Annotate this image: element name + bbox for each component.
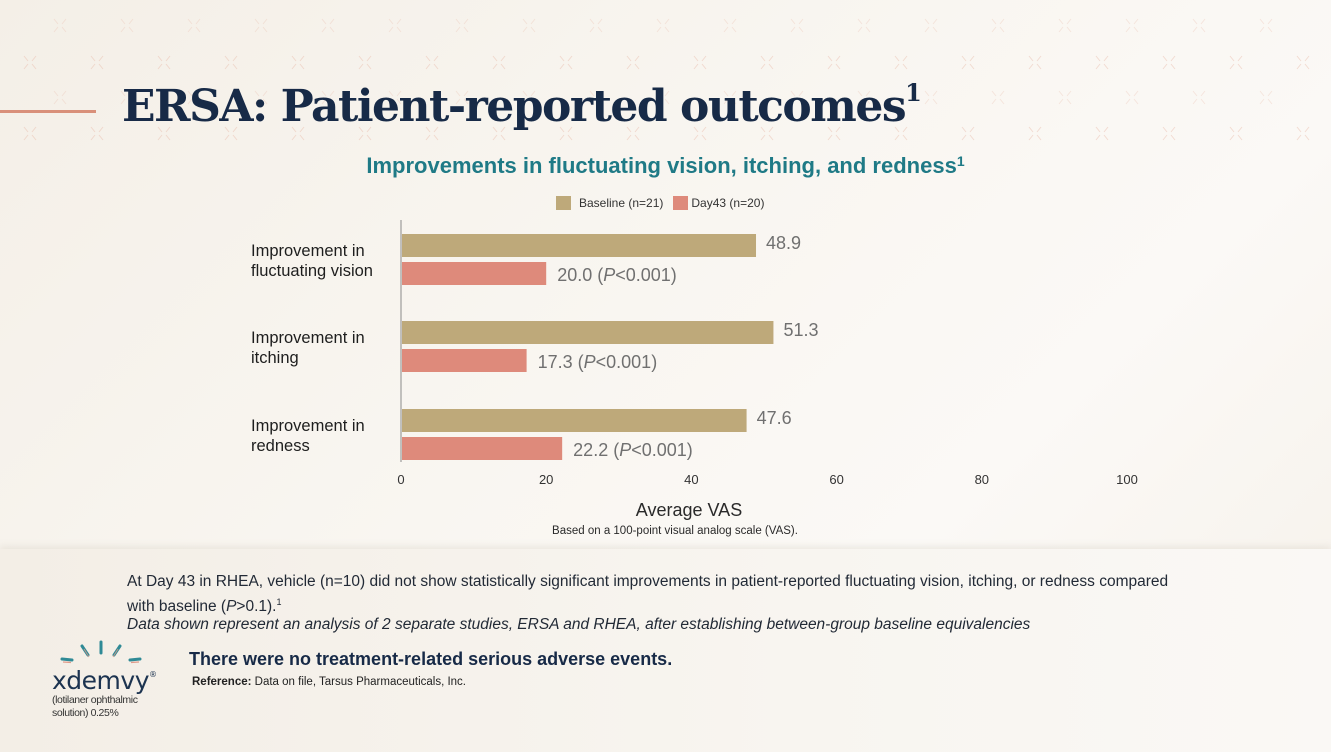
data-label-value: 17.3 ( (538, 352, 584, 372)
bar-baseline (402, 409, 747, 432)
vehicle-footnote-p: P (226, 598, 237, 616)
category-label-line: redness (251, 437, 310, 455)
data-label-p: P (584, 352, 596, 372)
category-label: Improvement in fluctuating vision (251, 242, 373, 280)
vehicle-footnote-text: At Day 43 in RHEA, vehicle (n=10) did no… (127, 573, 1169, 616)
x-axis-label: Average VAS (636, 500, 742, 520)
data-label-value: 20.0 ( (557, 265, 603, 285)
vehicle-footnote-end: >0.1). (236, 598, 277, 616)
legend-label-baseline: Baseline (n=21) (579, 196, 664, 210)
chart-title-citation: 1 (956, 153, 965, 169)
vehicle-footnote: At Day 43 in RHEA, vehicle (n=10) did no… (127, 571, 1187, 617)
legend-swatch-day43 (673, 196, 689, 210)
data-label-pvalue: <0.001) (596, 352, 658, 372)
chart-title: Improvements in fluctuating vision, itch… (0, 153, 1331, 179)
legend-label-day43: Day43 (n=20) (691, 196, 765, 210)
bar-chart: Improvement in fluctuating vision 48.9 20.0… (251, 220, 1138, 537)
logo-generic-name: (lotilaner ophthalmic solution) 0.25% (52, 694, 162, 720)
data-label-pvalue: <0.001) (631, 440, 693, 460)
logo-generic-line-2: solution) 0.25% (52, 707, 119, 719)
category-label-line: Improvement in (251, 417, 365, 435)
bar-day43 (402, 349, 527, 372)
legend-swatch-baseline (556, 196, 571, 210)
bar-baseline (402, 234, 757, 257)
data-label-value: 22.2 ( (573, 440, 619, 460)
data-label-baseline: 48.9 (766, 233, 801, 253)
data-label-baseline: 51.3 (783, 320, 818, 340)
analysis-note: Data shown represent an analysis of 2 se… (127, 616, 1031, 633)
data-label-pvalue: <0.001) (615, 265, 677, 285)
title-accent-rule (0, 110, 96, 113)
reference: Reference: Data on file, Tarsus Pharmace… (192, 676, 466, 688)
category-label-line: Improvement in (251, 329, 365, 347)
logo-rays-icon (60, 640, 142, 664)
logo-generic-line-1: (lotilaner ophthalmic (52, 694, 138, 706)
x-tick-label: 20 (539, 472, 553, 487)
chart-legend: Baseline (n=21) Day43 (n=20) (556, 196, 764, 210)
page-title-text: ERSA: Patient-reported outcomes (122, 81, 907, 132)
logo-wordmark-text: xdemvy (52, 666, 150, 695)
data-label-day43: 20.0 (P<0.001) (557, 265, 677, 285)
x-tick-label: 0 (397, 472, 404, 487)
legend-item-baseline: Baseline (n=21) (556, 196, 663, 210)
reference-text: Data on file, Tarsus Pharmaceuticals, In… (251, 676, 467, 688)
data-label-day43: 22.2 (P<0.001) (573, 440, 693, 460)
x-axis-note: Based on a 100-point visual analog scale… (552, 525, 798, 537)
legend-item-day43: Day43 (n=20) (673, 196, 764, 210)
lower-panel (0, 549, 1331, 752)
logo-wordmark: xdemvy® (52, 664, 162, 695)
category-label-line: itching (251, 349, 299, 367)
data-label-day43: 17.3 (P<0.001) (538, 352, 658, 372)
logo-registered-mark: ® (149, 670, 157, 679)
reference-label: Reference: (192, 676, 252, 688)
x-tick-label: 40 (684, 472, 698, 487)
category-label-line: Improvement in (251, 242, 365, 260)
vehicle-footnote-citation: 1 (276, 597, 282, 607)
bar-baseline (402, 321, 774, 344)
category-label: Improvement in itching (251, 329, 365, 367)
category-label-line: fluctuating vision (251, 262, 373, 280)
chart-title-text: Improvements in fluctuating vision, itch… (366, 153, 957, 178)
x-tick-label: 60 (829, 472, 843, 487)
x-tick-label: 100 (1116, 472, 1138, 487)
xdemvy-logo: xdemvy® (lotilaner ophthalmic solution) … (52, 640, 162, 720)
x-tick-label: 80 (975, 472, 989, 487)
page-title: ERSA: Patient-reported outcomes1 (122, 78, 922, 132)
title-citation: 1 (905, 78, 922, 107)
data-label-p: P (619, 440, 631, 460)
bar-day43 (402, 437, 563, 460)
safety-statement: There were no treatment-related serious … (189, 649, 673, 669)
data-label-p: P (603, 265, 615, 285)
category-label: Improvement in redness (251, 417, 365, 455)
bar-day43 (402, 262, 547, 285)
data-label-baseline: 47.6 (757, 408, 792, 428)
